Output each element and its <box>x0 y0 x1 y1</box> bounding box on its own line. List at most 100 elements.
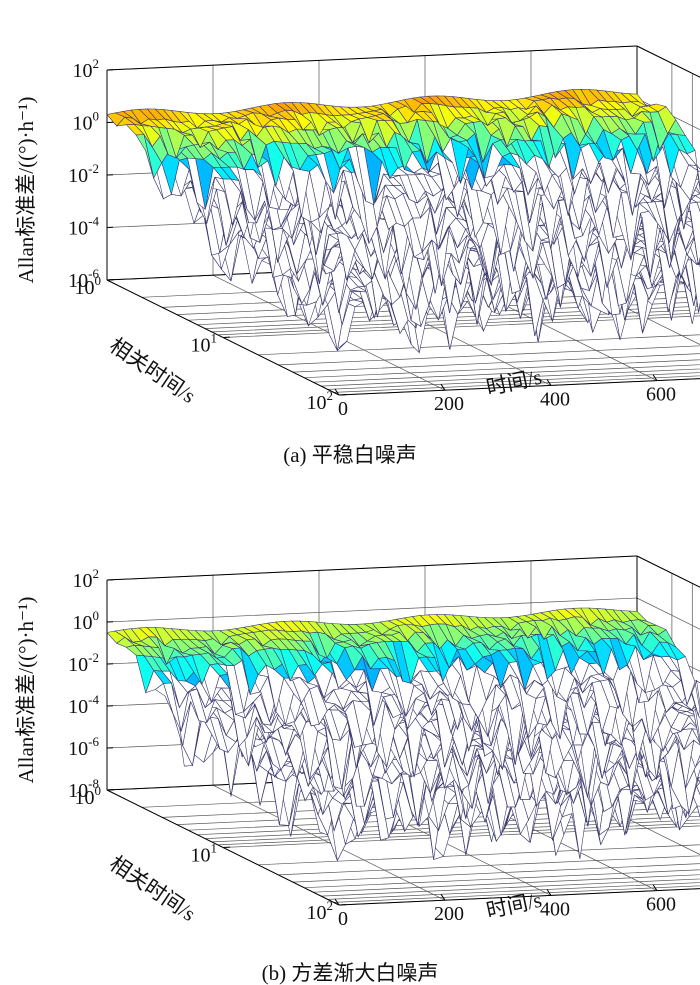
z-tick-base: 10 <box>73 60 93 82</box>
x-tick-mark <box>440 893 446 901</box>
y-tick-base: 10 <box>307 902 327 924</box>
y-grid-line <box>257 334 700 356</box>
y-grid-line <box>313 874 700 893</box>
z-tick-exp: 0 <box>93 109 100 124</box>
z-tick-base: 10 <box>68 218 88 240</box>
z-axis-label: Allan标准差/((°)·h⁻¹) <box>14 597 38 784</box>
y-grid-line <box>292 863 700 883</box>
z-tick-base: 10 <box>73 570 93 592</box>
z-tick-exp: 2 <box>93 56 100 71</box>
z-tick-base: 10 <box>73 113 93 135</box>
z-tick-base: 10 <box>68 165 88 187</box>
y-tick-exp: 0 <box>95 783 102 798</box>
y-grid-line <box>333 375 700 393</box>
axis-box-edge <box>338 888 700 906</box>
x-tick-mark <box>652 884 658 891</box>
axis-box-edge <box>636 45 700 78</box>
axis-box-edge <box>636 555 700 588</box>
y-grid-line <box>304 359 700 379</box>
x-tick-mark <box>546 379 552 386</box>
y-tick-exp: 2 <box>327 388 334 403</box>
y-grid-line <box>327 372 700 390</box>
x-tick-label: 0 <box>338 398 348 420</box>
z-tick-label: 10-8 <box>68 776 99 802</box>
y-tick-base: 10 <box>307 392 327 414</box>
z-tick-base: 10 <box>68 738 88 760</box>
caption-a: (a) 平稳白噪声 <box>283 443 417 467</box>
x-tick-mark <box>334 898 340 906</box>
caption-b: (b) 方差渐大白噪声 <box>262 961 439 985</box>
y-tick-label: 102 <box>307 388 334 414</box>
x-tick-label: 600 <box>646 384 676 406</box>
z-tick-exp: 2 <box>93 566 100 581</box>
y-grid-line <box>222 825 700 848</box>
z-tick-base: 10 <box>68 696 88 718</box>
y-grid-line <box>320 368 700 387</box>
y-grid-line <box>278 855 700 876</box>
z-tick-base: 10 <box>73 612 93 634</box>
x-tick-label: 0 <box>338 908 348 930</box>
y-grid-line <box>313 364 700 383</box>
x-axis-label: 时间/s <box>484 888 544 923</box>
y-tick-exp: 1 <box>211 331 218 346</box>
x-tick-mark <box>440 383 446 391</box>
y-grid-line <box>217 312 700 336</box>
z-tick-base: 10 <box>68 654 88 676</box>
y-axis-label: 相关时间/s <box>105 333 200 408</box>
z-tick-base: 10 <box>68 270 88 292</box>
z-tick-exp: -4 <box>88 692 99 707</box>
z-axis-label: Allan标准差/((°)·h⁻¹) <box>14 97 38 284</box>
x-tick-label: 200 <box>434 903 464 925</box>
y-tick-base: 10 <box>75 787 95 809</box>
y-tick-label: 100 <box>75 273 102 299</box>
axis-box-edge <box>338 378 700 396</box>
x-tick-label: 200 <box>434 393 464 415</box>
z-tick-label: 10-6 <box>68 266 99 292</box>
x-tick-mark <box>652 374 658 381</box>
panel-a: 10-610-410-21001021001011020200400600800… <box>14 45 700 467</box>
y-grid-line <box>320 878 700 897</box>
z-tick-exp: -6 <box>88 734 99 749</box>
y-tick-exp: 2 <box>327 898 334 913</box>
z-tick-exp: -4 <box>88 214 99 229</box>
axis-box-edge <box>106 555 638 581</box>
x-tick-mark <box>546 889 552 896</box>
z-tick-label: 10-6 <box>68 734 99 760</box>
surface-cell <box>106 112 126 127</box>
z-tick-exp: -2 <box>88 161 99 176</box>
x-tick-label: 400 <box>540 898 570 920</box>
z-tick-exp: -6 <box>88 266 99 281</box>
y-tick-label: 100 <box>75 783 102 809</box>
y-grid-line <box>211 309 700 333</box>
y-tick-label: 102 <box>307 898 334 924</box>
y-tick-label: 101 <box>191 331 218 357</box>
y-grid-line <box>304 869 700 889</box>
z-tick-base: 10 <box>68 780 88 802</box>
y-grid-line <box>188 296 700 321</box>
z-tick-exp: -8 <box>88 776 99 791</box>
y-grid-line <box>197 811 700 836</box>
y-tick-label: 101 <box>191 841 218 867</box>
y-grid-line <box>292 353 700 373</box>
y-tick-base: 10 <box>191 335 211 357</box>
z-tick-exp: -2 <box>88 650 99 665</box>
x-axis-label: 时间/s <box>484 365 544 400</box>
y-tick-exp: 0 <box>95 273 102 288</box>
z-tick-label: 100 <box>73 109 100 135</box>
y-tick-exp: 1 <box>211 841 218 856</box>
x-tick-label: 600 <box>646 894 676 916</box>
z-tick-exp: 0 <box>93 608 100 623</box>
y-grid-line <box>327 882 700 900</box>
x-tick-mark <box>334 388 340 396</box>
y-tick-base: 10 <box>75 277 95 299</box>
surface-cell <box>106 630 126 644</box>
z-tick-label: 102 <box>73 56 100 82</box>
z-tick-label: 102 <box>73 566 100 592</box>
z-tick-label: 10-4 <box>68 214 99 240</box>
y-grid-line <box>333 885 700 903</box>
y-grid-line <box>217 822 700 846</box>
z-tick-label: 10-4 <box>68 692 99 718</box>
axis-box-edge <box>106 45 638 71</box>
